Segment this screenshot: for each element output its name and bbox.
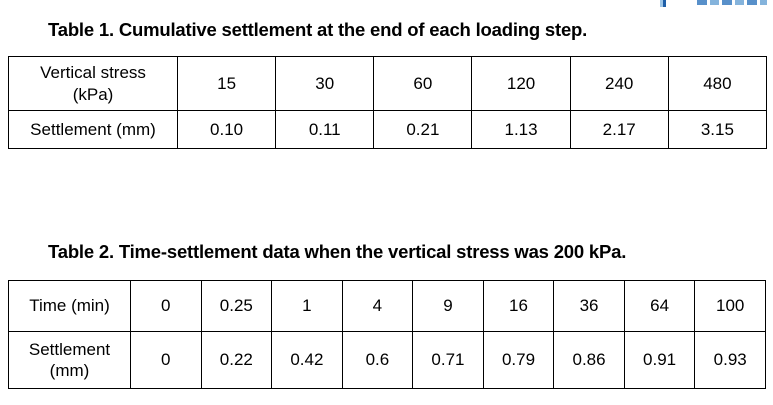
table-cell: 2.17 — [569, 110, 669, 149]
clipped-blue-annotation-icon — [660, 0, 666, 7]
table-cell: 0.10 — [176, 110, 277, 149]
table-cell: 0 — [130, 331, 202, 389]
table-row: Settlement (mm) 0 0.22 0.42 0.6 0.71 0.7… — [8, 331, 766, 389]
table1: Vertical stress (kPa) 15 30 60 120 240 4… — [8, 56, 768, 149]
table-cell: 0.11 — [275, 110, 375, 149]
table-cell: 240 — [569, 56, 669, 111]
table-cell: 9 — [412, 280, 484, 332]
table-cell: 0.79 — [482, 331, 555, 389]
table-cell: 0.42 — [271, 331, 343, 389]
table-cell: 0 — [130, 280, 202, 332]
table-cell: 36 — [553, 280, 625, 332]
table-cell: 30 — [275, 56, 375, 111]
table2-title: Table 2. Time-settlement data when the v… — [48, 241, 627, 262]
table2-row-header-time: Time (min) — [8, 280, 131, 332]
table-cell: 480 — [667, 56, 768, 111]
table-cell: 100 — [694, 280, 766, 332]
table-cell: 15 — [176, 56, 277, 111]
table-cell: 16 — [482, 280, 555, 332]
table-cell: 120 — [471, 56, 571, 111]
table1-row-header-stress-line1: Vertical stress — [40, 63, 146, 83]
table2: Time (min) 0 0.25 1 4 9 16 36 64 100 Set… — [8, 280, 766, 389]
table-row: Vertical stress (kPa) 15 30 60 120 240 4… — [8, 56, 768, 111]
table-cell: 0.91 — [623, 331, 696, 389]
table-cell: 60 — [373, 56, 473, 111]
clipped-blue-annotation — [656, 0, 768, 8]
table-cell: 4 — [341, 280, 414, 332]
table-cell: 0.22 — [200, 331, 273, 389]
table2-row-header-settlement: Settlement (mm) — [8, 331, 131, 389]
table-cell: 1 — [271, 280, 343, 332]
table-cell: 0.21 — [373, 110, 473, 149]
table-cell: 0.93 — [694, 331, 766, 389]
table-cell: 1.13 — [471, 110, 571, 149]
table2-row-header-settlement-line2: (mm) — [49, 361, 90, 380]
table-cell: 64 — [623, 280, 696, 332]
table-row: Time (min) 0 0.25 1 4 9 16 36 64 100 — [8, 280, 766, 332]
table-cell: 0.71 — [412, 331, 484, 389]
table-cell: 0.25 — [200, 280, 273, 332]
table1-row-header-settlement: Settlement (mm) — [8, 110, 178, 149]
table-cell: 0.6 — [341, 331, 414, 389]
table2-row-header-settlement-line1: Settlement — [28, 339, 111, 359]
table-cell: 3.15 — [667, 110, 768, 149]
clipped-blue-annotation-text — [697, 0, 767, 5]
table-cell: 0.86 — [553, 331, 625, 389]
table1-row-header-stress-line2: (kPa) — [72, 84, 114, 104]
table1-row-header-stress: Vertical stress (kPa) — [8, 56, 178, 111]
table1-title: Table 1. Cumulative settlement at the en… — [48, 19, 588, 40]
table-row: Settlement (mm) 0.10 0.11 0.21 1.13 2.17… — [8, 110, 768, 149]
